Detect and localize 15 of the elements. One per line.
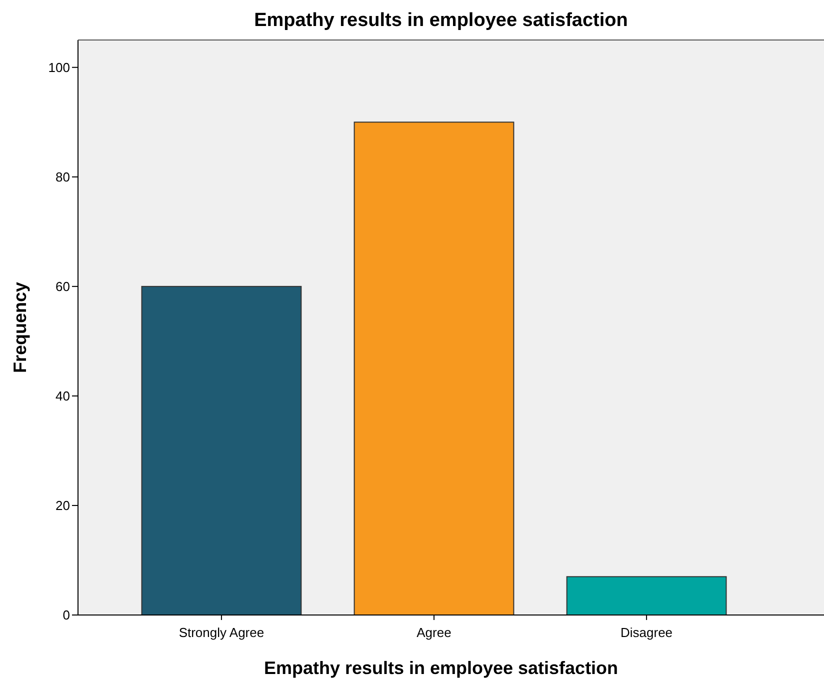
y-tick-label: 60	[56, 278, 70, 294]
y-tick-label: 0	[62, 608, 70, 623]
bar	[141, 286, 302, 616]
x-axis-title: Empathy results in employee satisfaction	[264, 658, 618, 678]
x-tick-label: Agree	[416, 625, 452, 640]
bar	[354, 122, 514, 616]
chart-title: Empathy results in employee satisfaction	[254, 10, 628, 31]
y-tick-label: 80	[56, 169, 70, 184]
y-tick-label: 20	[56, 498, 70, 514]
x-tick-label: Disagree	[620, 625, 673, 640]
bar	[566, 576, 727, 616]
y-tick-label: 40	[56, 388, 70, 404]
y-axis-title: Frequency	[10, 282, 30, 374]
x-tick-label: Strongly Agree	[178, 625, 264, 640]
y-tick-label: 100	[48, 60, 70, 75]
